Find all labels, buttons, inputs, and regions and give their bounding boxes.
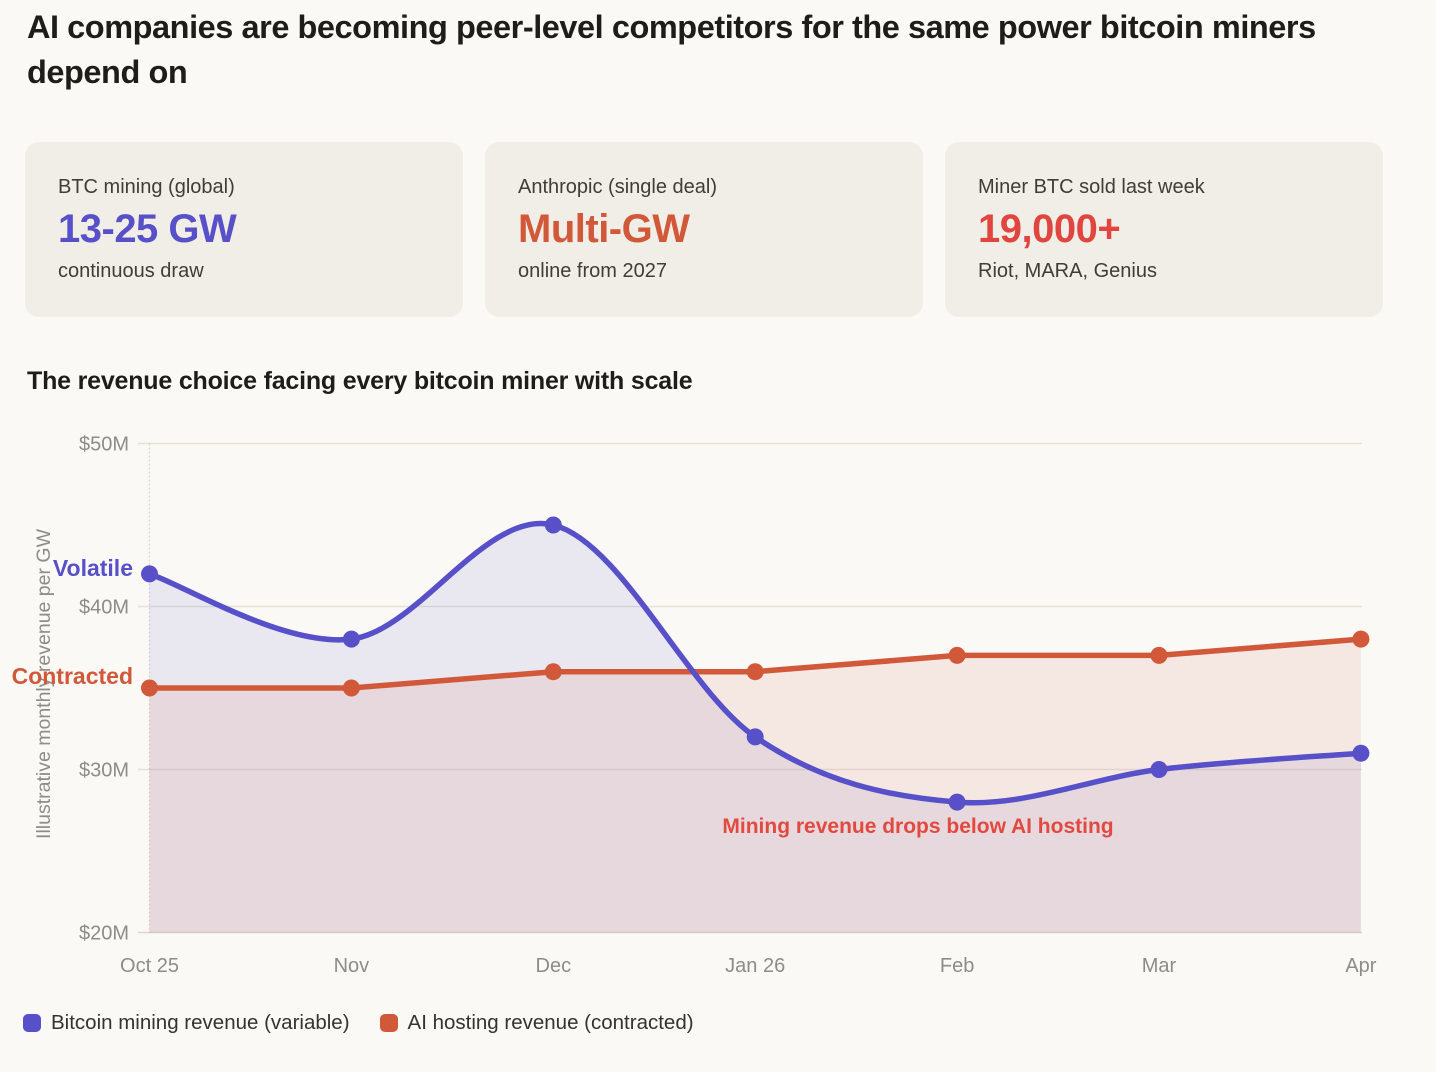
stat-label: Anthropic (single deal) xyxy=(518,176,717,198)
legend-swatch-purple-icon xyxy=(23,1014,41,1032)
point-s1-dec xyxy=(544,663,562,681)
legend-swatch-orange-icon xyxy=(379,1014,398,1032)
chart-title: The revenue choice facing every bitcoin … xyxy=(27,367,693,395)
point-s1-jan-26 xyxy=(746,663,764,681)
page-title: AI companies are becoming peer-level com… xyxy=(27,9,1316,90)
point-s0-apr xyxy=(1352,744,1370,762)
point-s1-nov xyxy=(342,679,360,697)
y-tick-label: $50M xyxy=(79,434,129,456)
point-s0-oct-25 xyxy=(141,565,158,583)
point-s1-feb xyxy=(948,646,966,664)
annotation-volatile: Volatile xyxy=(53,555,133,581)
y-tick-label: $20M xyxy=(79,923,129,945)
area-layer xyxy=(149,523,1361,933)
x-tick-label: Feb xyxy=(940,955,974,977)
x-tick-label: Jan 26 xyxy=(725,955,785,977)
stat-card-anthropic-deal: Anthropic (single deal) Multi-GW online … xyxy=(485,142,923,317)
stat-card-miner-btc-sold: Miner BTC sold last week 19,000+ Riot, M… xyxy=(945,142,1383,317)
y-axis-title: Illustrative monthly revenue per GW xyxy=(33,528,55,839)
point-s0-feb xyxy=(948,793,966,811)
legend-item-bitcoin-mining: Bitcoin mining revenue (variable) xyxy=(23,1011,350,1035)
stats-row: BTC mining (global) 13-25 GW continuous … xyxy=(25,142,1383,317)
x-tick-label: Dec xyxy=(536,955,572,977)
point-s1-apr xyxy=(1352,630,1370,648)
point-s1-mar xyxy=(1150,646,1168,664)
stat-sub: Riot, MARA, Genius xyxy=(978,260,1157,282)
legend-label: AI hosting revenue (contracted) xyxy=(407,1011,694,1034)
area-series-1 xyxy=(149,639,1361,933)
x-tick-label: Mar xyxy=(1142,955,1177,977)
stat-value: 19,000+ xyxy=(978,207,1121,251)
x-tick-label: Nov xyxy=(334,955,370,977)
stat-label: BTC mining (global) xyxy=(58,176,235,198)
annotation-crossover: Mining revenue drops below AI hosting xyxy=(722,815,1113,838)
point-s0-dec xyxy=(544,516,562,534)
point-s0-mar xyxy=(1150,761,1168,778)
stat-value: 13-25 GW xyxy=(58,207,237,251)
area-series-0 xyxy=(149,523,1361,933)
x-tick-label: Oct 25 xyxy=(120,955,179,977)
legend-label: Bitcoin mining revenue (variable) xyxy=(51,1011,350,1034)
point-s1-oct-25 xyxy=(141,679,158,697)
annotation-contracted: Contracted xyxy=(12,663,133,689)
line-layer xyxy=(141,516,1370,811)
chart-legend: Bitcoin mining revenue (variable) AI hos… xyxy=(23,1011,694,1035)
point-s0-jan-26 xyxy=(746,728,764,746)
x-tick-label: Apr xyxy=(1345,955,1376,977)
stat-value: Multi-GW xyxy=(518,207,690,251)
point-s0-nov xyxy=(342,630,360,648)
y-tick-label: $40M xyxy=(79,597,129,619)
legend-item-ai-hosting: AI hosting revenue (contracted) xyxy=(379,1011,694,1035)
stat-sub: continuous draw xyxy=(58,260,204,282)
y-tick-label: $30M xyxy=(79,760,129,782)
revenue-line-chart: $50M $40M $30M $20M Oct 25 Nov Dec Jan 26 Feb Mar… xyxy=(12,434,1377,978)
stat-card-btc-mining: BTC mining (global) 13-25 GW continuous … xyxy=(25,142,463,317)
stat-label: Miner BTC sold last week xyxy=(978,176,1205,198)
stat-sub: online from 2027 xyxy=(518,260,667,282)
